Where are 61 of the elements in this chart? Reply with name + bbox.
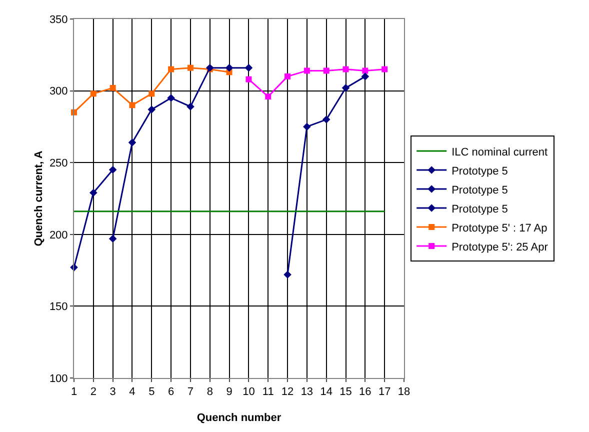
- point: [342, 84, 350, 92]
- point: [90, 188, 98, 197]
- point: [108, 234, 117, 243]
- x-tick-label: 6: [168, 386, 174, 398]
- point: [128, 138, 136, 146]
- y-tick-label: 150: [49, 301, 68, 314]
- point: [284, 270, 292, 279]
- point: [303, 122, 311, 131]
- point: [244, 64, 253, 72]
- x-axis-title: Quench number: [196, 412, 282, 424]
- x-tick-label: 8: [206, 386, 213, 398]
- y-axis-title: Quench current, A: [33, 150, 45, 246]
- x-tick-label: 5: [148, 386, 155, 398]
- legend-label: Prototype 5': 25 Apr: [452, 241, 548, 254]
- point: [129, 102, 136, 108]
- y-tick-label: 350: [49, 14, 68, 26]
- point: [148, 106, 156, 114]
- x-tick-label: 2: [90, 386, 96, 398]
- point: [110, 84, 116, 91]
- x-tick-label: 3: [110, 386, 116, 398]
- y-tick-label: 200: [49, 229, 68, 242]
- point: [362, 68, 368, 74]
- x-tick-label: 12: [281, 386, 294, 398]
- x-tick-label: 7: [187, 386, 194, 398]
- point: [342, 66, 349, 72]
- y-tick-label: 250: [49, 157, 68, 170]
- x-tick-label: 17: [378, 386, 391, 398]
- point: [186, 102, 194, 110]
- point: [108, 166, 117, 174]
- x-tick-label: 15: [340, 386, 352, 398]
- x-tick-label: 1: [70, 386, 78, 398]
- point: [148, 90, 155, 97]
- x-tick-label: 14: [320, 386, 332, 398]
- point: [206, 64, 214, 72]
- point: [382, 66, 388, 72]
- legend-label: ILC nominal current: [452, 146, 548, 158]
- point: [90, 90, 96, 97]
- legend-label: Prototype 5: [452, 165, 508, 178]
- x-tick-label: 18: [398, 386, 410, 398]
- x-tick-label: 13: [300, 386, 314, 398]
- point: [322, 116, 330, 124]
- y-tick-label: 300: [49, 86, 68, 98]
- x-tick-label: 4: [129, 386, 136, 398]
- x-tick-label: 16: [359, 386, 372, 398]
- y-tick-label: 100: [49, 372, 68, 385]
- point: [361, 72, 370, 80]
- point: [265, 94, 272, 100]
- point: [246, 76, 252, 82]
- point: [284, 73, 291, 80]
- x-tick-label: 10: [242, 386, 255, 398]
- legend-label: Prototype 5: [452, 184, 508, 196]
- point: [323, 68, 330, 74]
- legend-label: Prototype 5: [452, 203, 508, 216]
- point: [225, 64, 234, 72]
- point: [187, 64, 194, 71]
- x-tick-label: 11: [262, 386, 274, 398]
- legend-label: Prototype 5' : 17 Ap: [452, 222, 548, 234]
- x-tick-label: 9: [226, 386, 232, 398]
- point: [168, 66, 174, 72]
- point: [304, 68, 310, 74]
- point: [167, 94, 175, 102]
